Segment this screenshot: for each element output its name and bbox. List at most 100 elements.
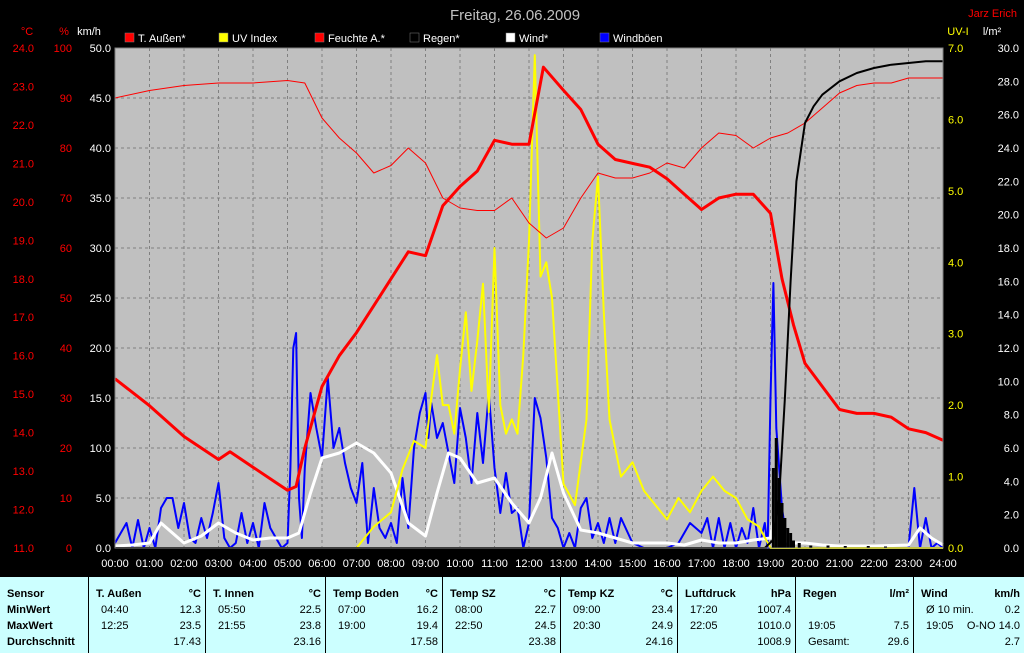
stat-time: 12:25 (101, 620, 129, 632)
legend-swatch (124, 32, 135, 43)
group-unit: °C (425, 588, 438, 600)
stats-column: Luftdruck hPa 17:20 1007.4 22:05 1010.0 1008.9 (677, 577, 796, 653)
rain-tick: 0.0 (1004, 543, 1019, 555)
time-tick: 00:00 (101, 558, 129, 570)
legend-swatch (314, 32, 325, 43)
temp-tick: 16.0 (13, 351, 34, 363)
rain-bar (866, 546, 870, 548)
time-tick: 06:00 (308, 558, 336, 570)
group-title: Wind (921, 588, 948, 600)
stat-time: 19:00 (338, 620, 366, 632)
legend-swatch (218, 32, 229, 43)
stat-value: 23.38 (528, 636, 556, 648)
humidity-tick: 20 (60, 443, 72, 455)
rain-bar (809, 545, 813, 548)
rain-bar (797, 543, 801, 548)
stat-time: 05:50 (218, 604, 246, 616)
time-tick: 05:00 (274, 558, 302, 570)
time-tick: 12:00 (515, 558, 543, 570)
rain-tick: 8.0 (1004, 410, 1019, 422)
group-unit: hPa (770, 588, 791, 600)
rain-tick: 10.0 (998, 376, 1019, 388)
time-tick: 17:00 (688, 558, 716, 570)
uv-tick: 2.0 (948, 400, 963, 412)
author-label: Jarz Erich (968, 8, 1017, 20)
uv-tick: 1.0 (948, 472, 963, 484)
group-title: Luftdruck (685, 588, 736, 600)
rain-tick: 12.0 (998, 343, 1019, 355)
rain-tick: 4.0 (1004, 476, 1019, 488)
time-tick: 20:00 (791, 558, 819, 570)
humidity-tick: 60 (60, 243, 72, 255)
wind-tick: 45.0 (90, 93, 111, 105)
humidity-unit: % (59, 26, 69, 38)
temp-tick: 20.0 (13, 197, 34, 209)
humidity-tick: 10 (60, 493, 72, 505)
legend-label: Feuchte A.* (328, 33, 386, 45)
stat-value: O-NO 14.0 (966, 620, 1020, 632)
series-layer (114, 54, 944, 549)
time-tick: 11:00 (481, 558, 508, 570)
wind-tick: 35.0 (90, 193, 111, 205)
rain-tick: 14.0 (998, 310, 1019, 322)
humidity-tick: 30 (60, 393, 72, 405)
stat-time: 22:05 (690, 620, 718, 632)
stat-value: 7.5 (893, 620, 909, 632)
uv-tick: 4.0 (948, 257, 963, 269)
legend-label: Windböen (613, 33, 663, 45)
uv-tick: 0.0 (948, 543, 963, 555)
legend-label: Regen* (423, 33, 460, 45)
stat-value: 12.3 (179, 604, 201, 616)
rain-bar (774, 438, 778, 548)
stat-time: 20:30 (573, 620, 601, 632)
wind-tick: 10.0 (90, 443, 111, 455)
stats-column: T. Außen °C 04:40 12.3 12:25 23.5 17.43 (88, 577, 206, 653)
uv-tick: 7.0 (948, 43, 963, 55)
temp-tick: 11.0 (13, 543, 34, 555)
stat-value: 22.7 (534, 604, 556, 616)
row-label: MinWert (7, 604, 51, 616)
rain-tick: 30.0 (998, 43, 1019, 55)
stats-column: Temp Boden °C 07:00 16.2 19:00 19.4 17.58 (325, 577, 443, 653)
group-title: Temp SZ (450, 588, 496, 600)
uv-tick: 3.0 (948, 329, 963, 341)
rain-tick: 18.0 (998, 243, 1019, 255)
stats-table: Sensor MinWert MaxWert Durchschnitt T. Außen… (0, 577, 1024, 653)
uv-tick: 6.0 (948, 114, 963, 126)
stats-column: Temp SZ °C 08:00 22.7 22:50 24.5 23.38 (442, 577, 561, 653)
stat-value: 29.6 (887, 636, 909, 648)
stat-value: 1010.0 (757, 620, 791, 632)
group-title: Temp KZ (568, 588, 615, 600)
time-tick: 19:00 (757, 558, 785, 570)
row-label: MaxWert (7, 620, 53, 632)
stat-time: 04:40 (101, 604, 129, 616)
temp-tick: 18.0 (13, 274, 34, 286)
time-tick: 08:00 (377, 558, 405, 570)
rain-tick: 26.0 (998, 110, 1019, 122)
wind-unit: km/h (77, 26, 101, 38)
stat-time: 21:55 (218, 620, 246, 632)
wind-tick: 30.0 (90, 243, 111, 255)
stat-time: 19:05 (926, 620, 954, 632)
rain-tick: 6.0 (1004, 443, 1019, 455)
legend-label: T. Außen* (138, 33, 186, 45)
stats-column: Temp KZ °C 09:00 23.4 20:30 24.9 24.16 (560, 577, 678, 653)
temp-tick: 19.0 (13, 235, 34, 247)
stat-time: 07:00 (338, 604, 366, 616)
humidity-tick: 80 (60, 143, 72, 155)
stat-value: 24.5 (534, 620, 556, 632)
stat-value: 17.58 (410, 636, 438, 648)
rain-bar (780, 503, 784, 548)
wind-tick: 40.0 (90, 143, 111, 155)
rain-bar (792, 540, 795, 548)
humidity-tick: 100 (54, 43, 72, 55)
temp-tick: 15.0 (13, 389, 34, 401)
temp-unit: °C (21, 26, 33, 38)
series-line (115, 54, 943, 549)
temp-tick: 23.0 (13, 81, 34, 93)
group-title: Temp Boden (333, 588, 399, 600)
temp-tick: 21.0 (13, 158, 34, 170)
time-tick: 16:00 (653, 558, 681, 570)
uv-unit: UV-I (947, 26, 968, 38)
group-unit: l/m² (889, 588, 909, 600)
